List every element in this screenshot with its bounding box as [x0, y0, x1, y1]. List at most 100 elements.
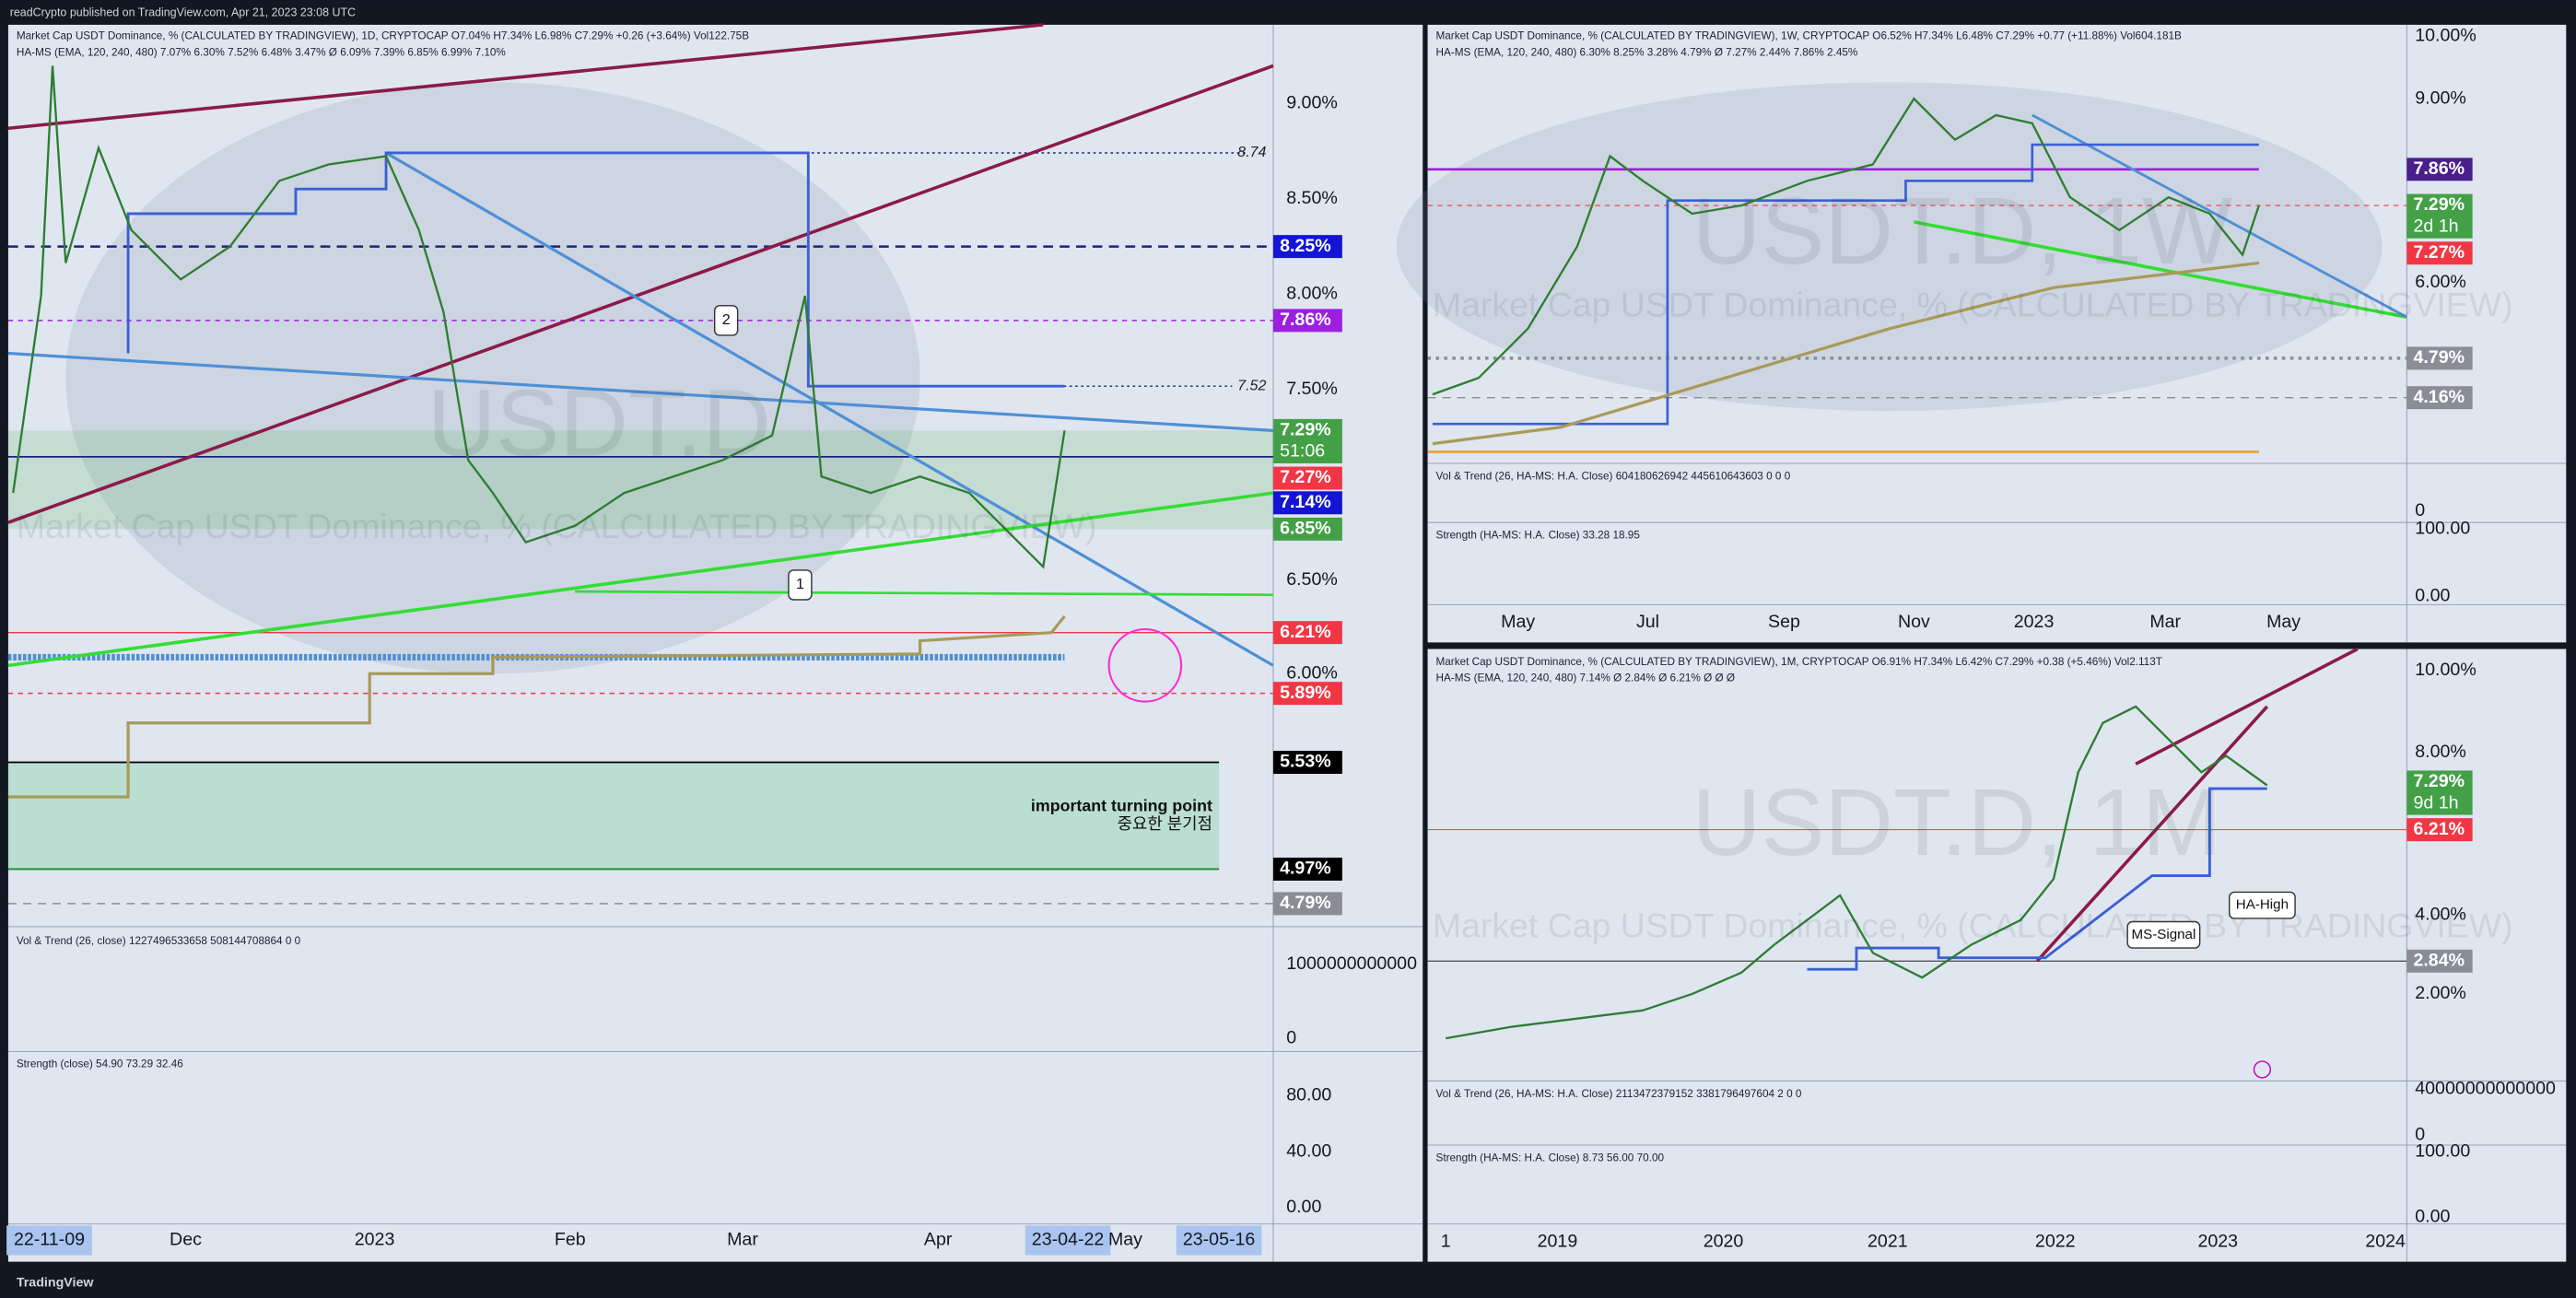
- price-tag: [2406, 818, 2473, 842]
- watermark: USDT.D, 1W: [1692, 177, 2232, 284]
- callout: [2126, 920, 2201, 949]
- indicator-axis-label: 0.00: [2415, 586, 2450, 606]
- price-tag: [1272, 621, 1342, 645]
- price-tag: [2406, 386, 2473, 410]
- price-tag-label: 6.21%: [1280, 622, 1331, 642]
- price-tag: [1272, 309, 1342, 333]
- indicator-axis-label: 100.00: [2415, 1140, 2470, 1161]
- channel-line: [7, 64, 1274, 524]
- cloud: [1396, 82, 2383, 411]
- annotation: 중요한 분기점: [1118, 814, 1212, 833]
- indicator-axis-label: 0.00: [2415, 1207, 2450, 1227]
- indicator-axis-label: 40.00: [1286, 1140, 1331, 1161]
- trend-line: [1914, 220, 2407, 320]
- x-axis-label: Nov: [1898, 612, 1930, 632]
- x-axis-label: Apr: [924, 1230, 953, 1250]
- indicator-axis-label: 0.00: [1286, 1197, 1321, 1217]
- ha-ms-step: [126, 151, 1065, 388]
- line-label: 8.74: [1237, 144, 1266, 160]
- watermark-subtitle: Market Cap USDT Dominance, % (CALCULATED…: [1433, 906, 2513, 945]
- price-axis-label: 10.00%: [2415, 26, 2476, 46]
- x-axis-label: 2023: [2014, 612, 2055, 632]
- x-axis-label: 2023: [2197, 1231, 2238, 1251]
- panel-weekly: [1427, 24, 2567, 643]
- callout-label: 2: [722, 311, 731, 328]
- legend: HA-MS (EMA, 120, 240, 480) 6.30% 8.25% 3…: [1435, 46, 1857, 58]
- x-axis-cursor: [1025, 1225, 1111, 1256]
- price-line: [1432, 97, 2260, 396]
- price-tag-label: 7.27%: [2413, 242, 2465, 263]
- price-tag: [1272, 892, 1342, 916]
- weekly-drawings: [1396, 82, 2408, 453]
- price-tag: [2406, 158, 2473, 181]
- indicator-legend: Strength (HA-MS: H.A. Close) 33.28 18.95: [1435, 530, 1640, 542]
- highlight-circle: [1107, 628, 1183, 703]
- x-axis-label: 1: [1441, 1231, 1451, 1251]
- price-line: [12, 65, 1066, 569]
- indicator-axis-label: 80.00: [1286, 1085, 1331, 1105]
- price-tag-label: 7.86%: [1280, 310, 1331, 330]
- alert-icon: [2253, 1060, 2272, 1079]
- x-axis-label: May: [2266, 612, 2301, 632]
- x-axis-label: 23-05-16: [1183, 1230, 1256, 1250]
- price-tag-label: 8.25%: [1280, 236, 1331, 256]
- price-line: [1445, 705, 2268, 1040]
- price-tag: [1272, 235, 1342, 259]
- x-axis-label: Feb: [555, 1230, 586, 1250]
- price-tag-label: 7.29%: [2413, 771, 2465, 791]
- x-axis-label: Dec: [170, 1230, 202, 1250]
- ha-ms-step: [7, 614, 1066, 799]
- ha-ms-step: [1807, 787, 2267, 971]
- price-tag: [1272, 491, 1342, 515]
- price-tag-label: 5.53%: [1280, 752, 1331, 772]
- x-axis-label: Mar: [2149, 612, 2181, 632]
- indicator-legend: Vol & Trend (26, close) 1227496533658 50…: [17, 935, 301, 947]
- price-tag-label: 7.29%: [2413, 194, 2465, 215]
- price-axis-label: 8.00%: [1286, 284, 1338, 304]
- x-axis-label: Mar: [727, 1230, 758, 1250]
- indicator-legend: Strength (HA-MS: H.A. Close) 8.73 56.00 …: [1435, 1152, 1664, 1164]
- x-axis-label: 2022: [2035, 1231, 2076, 1251]
- indicator-axis-label: 40000000000000: [2415, 1079, 2556, 1099]
- callout-label: MS-Signal: [2132, 927, 2196, 942]
- price-tag-label: 6.21%: [2413, 819, 2465, 839]
- header-title: readCrypto published on TradingView.com,…: [10, 6, 356, 19]
- indicator-legend: Strength (close) 54.90 73.29 32.46: [17, 1058, 183, 1070]
- x-axis-label: 23-04-22: [1032, 1230, 1105, 1250]
- callout-label: HA-High: [2236, 897, 2289, 913]
- countdown: 2d 1h: [2413, 216, 2458, 236]
- price-tag-label: 7.27%: [1280, 467, 1331, 487]
- channel-line: [7, 23, 1044, 131]
- legend: Market Cap USDT Dominance, % (CALCULATED…: [1435, 29, 2182, 41]
- x-axis-label: 2019: [1538, 1231, 1578, 1251]
- watermark: USDT.D, 1M: [1692, 768, 2222, 875]
- watermark: USDT.D: [427, 369, 771, 476]
- price-tag: [1272, 418, 1342, 464]
- annotation: important turning point: [1031, 796, 1212, 814]
- indicator-axis-label: 0: [2415, 1125, 2425, 1145]
- price-axis-label: 10.00%: [2415, 660, 2476, 680]
- ha-ms-step: [1432, 261, 2260, 446]
- price-tag: [2406, 241, 2473, 265]
- price-axis-label: 9.00%: [1286, 93, 1338, 113]
- indicator-legend: Vol & Trend (26, HA-MS: H.A. Close) 6041…: [1435, 470, 1790, 482]
- price-axis-label: 9.00%: [2415, 88, 2466, 108]
- indicator-legend: Vol & Trend (26, HA-MS: H.A. Close) 2113…: [1435, 1088, 1801, 1100]
- price-tag-label: 6.85%: [1280, 519, 1331, 539]
- trend-line: [7, 491, 1274, 668]
- watermark-subtitle: Market Cap USDT Dominance, % (CALCULATED…: [1433, 285, 2513, 323]
- main-drawings: [7, 23, 1274, 905]
- callout: [713, 305, 739, 336]
- price-axis-label: 8.50%: [1286, 188, 1338, 208]
- channel-line: [2035, 705, 2269, 963]
- price-axis-label: 8.00%: [2415, 742, 2466, 762]
- x-axis-label: 2021: [1868, 1231, 1908, 1251]
- price-axis-label: 6.00%: [2415, 272, 2466, 292]
- price-tag-label: 4.79%: [2413, 347, 2465, 368]
- price-axis-label: 6.00%: [1286, 662, 1338, 683]
- zone: [7, 762, 1220, 870]
- x-axis-label: 2024: [2365, 1231, 2406, 1251]
- x-axis-label: 2023: [355, 1230, 395, 1250]
- indicator-axis-label: 100.00: [2415, 519, 2470, 539]
